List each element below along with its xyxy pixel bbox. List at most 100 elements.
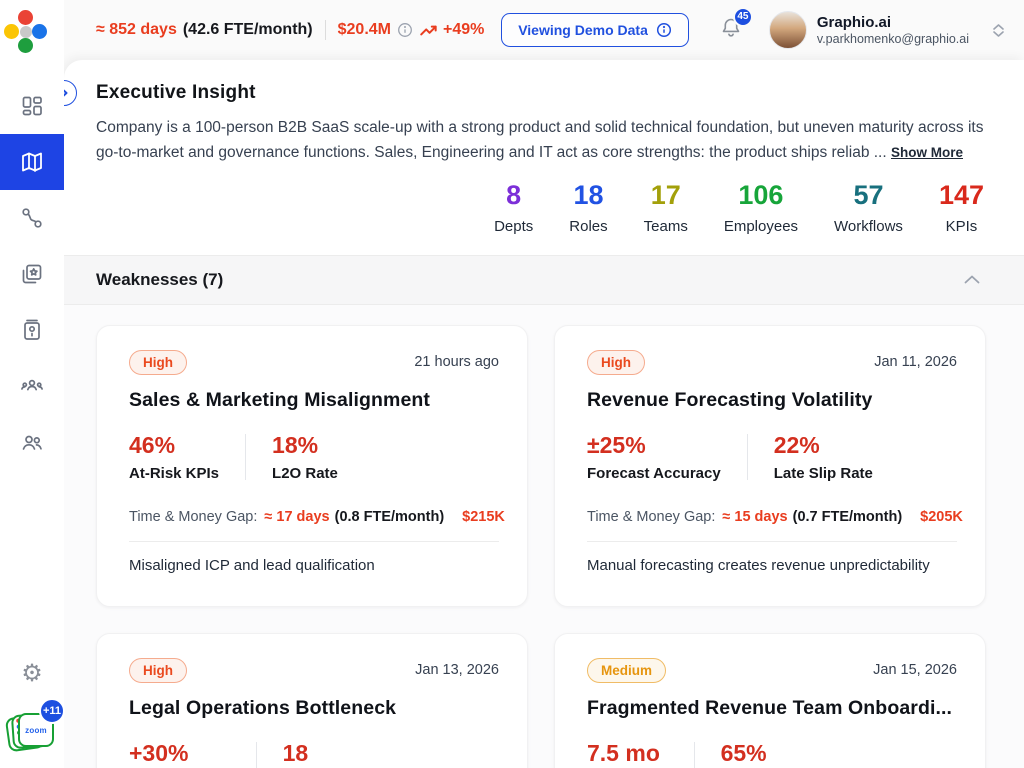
stat-kpis-value: 147 — [938, 180, 984, 210]
logo-dot-green — [18, 38, 33, 53]
stat-workflows-value: 57 — [853, 180, 884, 210]
metric-1: ±25% Forecast Accuracy — [587, 432, 721, 482]
weakness-card[interactable]: High Jan 11, 2026 Revenue Forecasting Vo… — [554, 324, 986, 607]
metric-divider — [255, 741, 257, 768]
metric-1: +30% Contract Time — [129, 740, 230, 768]
logo-dot-yellow — [4, 24, 19, 39]
time-money-gap-row: Time & Money Gap: ≈ 15 days (0.7 FTE/mon… — [587, 508, 963, 526]
graphio-logo — [0, 0, 64, 60]
sidebar-item-workflows[interactable] — [0, 190, 64, 246]
settings-gear-icon[interactable]: ⚙ — [21, 660, 43, 687]
gap-days: ≈ 15 days — [722, 508, 788, 525]
card-top-row: High 21 hours ago — [129, 349, 499, 375]
metric-1-value: 7.5 mo — [587, 739, 660, 766]
weakness-card[interactable]: High 21 hours ago Sales & Marketing Misa… — [96, 324, 528, 607]
stat-depts: 8 Depts — [494, 180, 534, 235]
dashboard-icon — [22, 96, 42, 116]
insight-body-text: Company is a 100-person B2B SaaS scale-u… — [96, 119, 984, 161]
show-more-link[interactable]: Show More — [890, 145, 963, 160]
weakness-card[interactable]: Medium Jan 15, 2026 Fragmented Revenue T… — [554, 632, 986, 768]
metric-2-value: 65% — [720, 739, 767, 766]
account-caret[interactable] — [993, 23, 1004, 37]
account-menu[interactable]: Graphio.ai v.parkhomenko@graphio.ai — [768, 11, 1004, 49]
card-title: Revenue Forecasting Volatility — [587, 388, 873, 411]
viewing-demo-data-button[interactable]: Viewing Demo Data — [501, 13, 689, 47]
logo-dot-red — [18, 10, 33, 25]
stat-workflows: 57 Workflows — [834, 180, 903, 234]
stat-depts-label: Depts — [494, 217, 534, 235]
money-info-icon[interactable] — [397, 22, 413, 38]
weaknesses-section-header[interactable]: Weaknesses (7) — [64, 254, 1024, 305]
card-top-row: High Jan 13, 2026 — [129, 657, 499, 683]
stat-roles-label: Roles — [569, 217, 608, 235]
metric-2: 18% L2O Rate — [272, 432, 338, 482]
layers-star-icon — [22, 264, 42, 284]
card-top-row: High Jan 11, 2026 — [587, 349, 957, 375]
account-email: v.parkhomenko@graphio.ai — [816, 32, 969, 46]
topbar-divider — [324, 20, 326, 40]
weaknesses-title: Weaknesses (7) — [96, 269, 224, 289]
insight-body: Company is a 100-person B2B SaaS scale-u… — [96, 115, 984, 165]
sidebar-bottom: ⚙ zoom +11 — [0, 660, 65, 768]
metric-divider — [746, 433, 748, 480]
account-text: Graphio.ai v.parkhomenko@graphio.ai — [817, 14, 969, 46]
collapse-chevron-icon[interactable] — [964, 275, 980, 284]
metric-1: 7.5 mo Ramp Time — [587, 740, 668, 768]
metric-divider — [693, 741, 695, 768]
card-timestamp: Jan 15, 2026 — [873, 662, 957, 679]
metric-2-label: L2O Rate — [272, 464, 338, 482]
avatar[interactable] — [768, 11, 807, 49]
chevron-up-icon — [993, 23, 1004, 30]
severity-badge: High — [129, 657, 187, 683]
card-metrics: 46% At-Risk KPIs 18% L2O Rate — [129, 432, 499, 482]
metric-2-value: 22% — [773, 431, 820, 458]
card-timestamp: 21 hours ago — [414, 354, 499, 371]
severity-badge: High — [129, 349, 187, 375]
card-timestamp: Jan 11, 2026 — [874, 354, 957, 371]
gap-label: Time & Money Gap: — [587, 508, 716, 525]
sidebar-item-employees[interactable] — [0, 414, 64, 470]
main-panel: Executive Insight Company is a 100-perso… — [64, 60, 1024, 768]
account-name: Graphio.ai — [816, 14, 892, 31]
card-title: Legal Operations Bottleneck — [129, 696, 397, 719]
sidebar-item-dashboard[interactable] — [0, 78, 64, 134]
sidebar-item-collections[interactable] — [0, 246, 64, 302]
stat-teams-label: Teams — [643, 217, 688, 235]
weakness-cards-grid: High 21 hours ago Sales & Marketing Misa… — [64, 304, 1024, 768]
stat-roles: 18 Roles — [569, 180, 608, 235]
integrations-more-badge[interactable]: +11 — [39, 698, 65, 724]
stat-teams: 17 Teams — [643, 180, 688, 235]
two-people-icon — [22, 435, 42, 450]
metric-1-label: At-Risk KPIs — [129, 464, 220, 482]
metric-1: 46% At-Risk KPIs — [129, 432, 219, 482]
money-metric: $20.4M — [337, 21, 391, 38]
metric-2: 65% 90d Productivity — [721, 740, 838, 768]
stat-kpis-label: KPIs — [945, 217, 978, 235]
sidebar-item-map[interactable] — [0, 134, 64, 190]
metric-1-value: ±25% — [587, 431, 646, 458]
time-money-gap-row: Time & Money Gap: ≈ 17 days (0.8 FTE/mon… — [129, 508, 505, 526]
fte-metric: (42.6 FTE/month) — [182, 21, 313, 38]
trend-pct: +49% — [443, 21, 485, 38]
logo-dot-blue — [32, 24, 47, 39]
gap-days: ≈ 17 days — [264, 508, 330, 525]
map-icon — [22, 152, 42, 172]
people-group-icon — [21, 379, 43, 391]
card-divider — [587, 540, 957, 542]
metric-1-value: 46% — [129, 431, 176, 458]
card-title: Fragmented Revenue Team Onboardi... — [587, 696, 953, 719]
gap-money: $215K — [462, 508, 505, 525]
sidebar-item-policies[interactable] — [0, 302, 64, 358]
severity-badge: High — [587, 349, 645, 375]
integrations-stack[interactable]: zoom +11 — [4, 698, 65, 754]
card-top-row: Medium Jan 15, 2026 — [587, 657, 957, 683]
stat-kpis: 147 KPIs — [938, 180, 984, 235]
notifications-button[interactable]: 45 — [719, 6, 753, 45]
stat-depts-value: 8 — [506, 180, 522, 210]
sidebar-item-teams[interactable] — [0, 358, 64, 414]
weakness-card[interactable]: High Jan 13, 2026 Legal Operations Bottl… — [96, 632, 528, 768]
trending-up-icon — [419, 22, 439, 38]
stat-teams-value: 17 — [650, 180, 681, 210]
stat-employees: 106 Employees — [724, 180, 798, 234]
card-title: Sales & Marketing Misalignment — [129, 388, 430, 411]
